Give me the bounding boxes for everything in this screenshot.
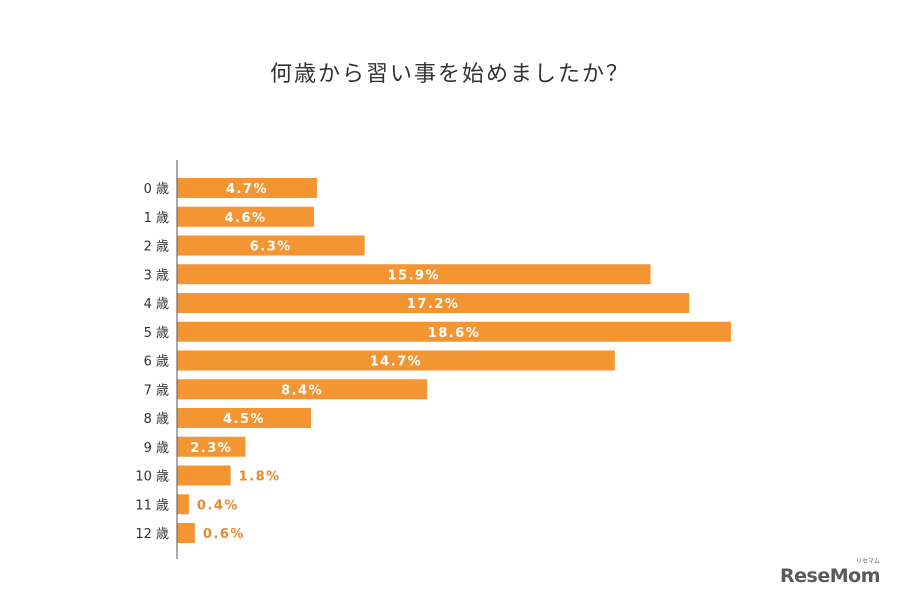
category-label: 4 歳	[144, 297, 169, 312]
bar	[177, 264, 651, 285]
category-label: 12 歳	[135, 527, 169, 542]
value-label: 4.5%	[223, 412, 265, 427]
bar	[177, 321, 731, 342]
bar	[177, 293, 690, 313]
bar	[177, 350, 615, 371]
bar	[177, 206, 315, 227]
category-label: 0 歳	[144, 182, 169, 197]
category-label: 9 歳	[144, 441, 169, 456]
value-label: 17.2%	[407, 297, 460, 312]
value-label: 0.4%	[197, 498, 239, 513]
category-label: 7 歳	[144, 383, 169, 398]
category-label: 11 歳	[135, 498, 169, 513]
value-label: 6.3%	[250, 240, 292, 255]
logo-kana-text: リセマム	[856, 558, 880, 565]
bar	[177, 465, 231, 486]
value-label: 8.4%	[281, 383, 323, 398]
bar	[177, 494, 189, 515]
value-label: 0.6%	[203, 527, 245, 542]
bar	[177, 235, 365, 256]
category-label: 10 歳	[135, 470, 169, 485]
bar	[177, 379, 428, 400]
bars-layer: 0 歳 4.7% 1 歳 4.6% 2 歳 6.3% 3 歳 15.9% 4 歳 17.2% 5 歳…	[135, 178, 731, 543]
category-label: 1 歳	[144, 211, 169, 226]
value-label: 4.7%	[226, 182, 268, 197]
logo-main-text: ReseMom	[780, 565, 880, 586]
value-label: 15.9%	[387, 268, 440, 283]
category-label: 2 歳	[144, 240, 169, 255]
category-label: 6 歳	[144, 355, 169, 370]
category-label: 8 歳	[144, 412, 169, 427]
value-label: 4.6%	[224, 211, 266, 226]
value-label: 2.3%	[190, 441, 232, 456]
resemom-logo: リセマム ReseMom	[780, 558, 880, 586]
category-label: 3 歳	[144, 268, 169, 283]
value-label: 1.8%	[239, 470, 281, 485]
bar	[177, 436, 246, 457]
bar	[177, 178, 317, 198]
bar	[177, 408, 312, 428]
chart-title: 何歳から習い事を始めましたか？	[269, 62, 630, 87]
category-label: 5 歳	[144, 326, 169, 341]
value-label: 18.6%	[428, 326, 481, 341]
value-label: 14.7%	[370, 355, 423, 370]
bar	[177, 523, 195, 543]
